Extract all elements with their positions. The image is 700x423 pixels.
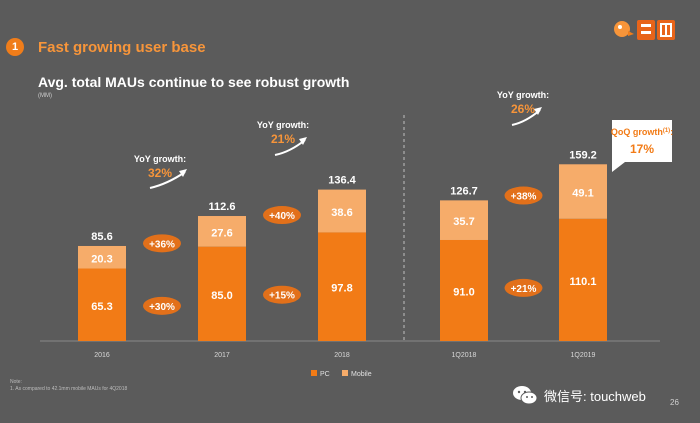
mobile-growth-oval	[263, 206, 301, 225]
yoy-arrowhead-icon	[179, 169, 187, 177]
bar-mobile	[318, 189, 366, 233]
wechat-watermark: 微信号: touchweb	[512, 385, 646, 405]
qoq-value: 17%	[630, 142, 654, 156]
total-value-label: 112.6	[209, 201, 236, 213]
total-value-label: 136.4	[328, 175, 356, 187]
legend-mobile-label: Mobile	[351, 371, 372, 378]
mobile-value-label: 38.6	[331, 207, 352, 219]
mobile-growth-label: +40%	[269, 211, 295, 222]
pc-growth-oval	[504, 278, 543, 297]
pc-growth-label: +15%	[269, 291, 295, 302]
x-tick-label: 1Q2019	[571, 352, 596, 359]
yoy-arrowhead-icon	[299, 137, 307, 145]
page-number: 26	[670, 398, 679, 407]
pc-growth-label: +30%	[149, 302, 175, 313]
chart-title: Avg. total MAUs continue to see robust g…	[38, 74, 350, 90]
x-tick-label: 2018	[334, 352, 350, 359]
bar-mobile	[78, 245, 126, 269]
yoy-label: YoY growth:	[134, 154, 186, 164]
total-value-label: 126.7	[450, 185, 478, 197]
total-value-label: 159.2	[569, 149, 597, 161]
yoy-label: YoY growth:	[497, 90, 549, 100]
mobile-growth-label: +38%	[511, 192, 537, 203]
bar-mobile	[559, 164, 607, 219]
x-tick-label: 2016	[94, 352, 110, 359]
yoy-label: YoY growth:	[257, 120, 309, 130]
pc-growth-oval	[143, 296, 181, 315]
legend-pc-label: PC	[320, 371, 330, 378]
footnote-text: 1. As compared to 42.1mm mobile MAUs for…	[10, 386, 128, 392]
watermark-text: 微信号: touchweb	[544, 388, 646, 404]
mobile-growth-oval	[143, 234, 181, 253]
mobile-value-label: 49.1	[572, 188, 593, 200]
pc-value-label: 65.3	[91, 301, 112, 313]
x-tick-label: 1Q2018	[452, 352, 477, 359]
legend-mobile-swatch	[342, 370, 348, 376]
bar-pc	[78, 268, 126, 341]
section-title: Fast growing user base	[38, 39, 206, 56]
mobile-growth-label: +36%	[149, 239, 175, 250]
mobile-value-label: 27.6	[211, 227, 232, 239]
pc-value-label: 110.1	[570, 276, 597, 288]
pc-value-label: 85.0	[211, 290, 232, 302]
yoy-arrowhead-icon	[534, 107, 542, 115]
bar-pc	[559, 218, 607, 341]
pc-value-label: 91.0	[453, 286, 474, 298]
qoq-callout-box	[612, 120, 672, 172]
pc-value-label: 97.8	[331, 283, 352, 295]
section-number-badge: 1	[6, 38, 24, 56]
bar-mobile	[198, 216, 246, 247]
wechat-icon	[513, 386, 538, 405]
bar-mobile	[440, 200, 488, 240]
pc-growth-oval	[263, 285, 301, 304]
pc-growth-label: +21%	[511, 284, 537, 295]
unit-label: (MM)	[38, 93, 52, 99]
bar-pc	[440, 239, 488, 341]
bar-pc	[318, 232, 366, 341]
note-label: Note:	[10, 379, 22, 385]
douyu-logo-icon	[614, 20, 675, 40]
mobile-growth-oval	[504, 186, 543, 205]
yoy-value: 26%	[511, 102, 535, 116]
yoy-value: 21%	[271, 132, 295, 146]
mobile-value-label: 20.3	[91, 253, 112, 265]
total-value-label: 85.6	[91, 231, 112, 243]
legend-pc-swatch	[311, 370, 317, 376]
bar-pc	[198, 246, 246, 341]
mobile-value-label: 35.7	[453, 216, 474, 228]
qoq-label: QoQ growth(1):	[611, 127, 673, 137]
x-tick-label: 2017	[214, 352, 230, 359]
yoy-value: 32%	[148, 166, 172, 180]
